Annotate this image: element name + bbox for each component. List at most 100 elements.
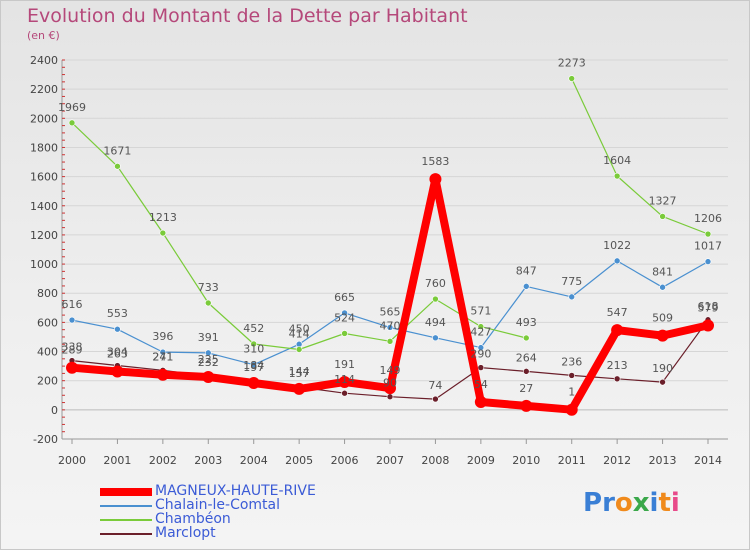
chart-subtitle: (en €) bbox=[27, 29, 60, 42]
data-label: 1671 bbox=[103, 144, 131, 157]
legend-swatch bbox=[100, 533, 152, 535]
data-point bbox=[477, 364, 485, 371]
brand-letter: P bbox=[583, 488, 603, 518]
data-point bbox=[250, 361, 258, 368]
data-point bbox=[204, 299, 212, 307]
data-label: 74 bbox=[428, 379, 442, 392]
x-tick-label: 2000 bbox=[58, 454, 86, 467]
y-tick-label: 2000 bbox=[30, 112, 58, 125]
brand-letter: x bbox=[632, 488, 650, 518]
data-label: 304 bbox=[107, 346, 128, 359]
data-point bbox=[432, 395, 439, 403]
data-label: 847 bbox=[516, 264, 537, 277]
data-label: 553 bbox=[107, 307, 128, 320]
data-label: 114 bbox=[334, 373, 355, 386]
data-point bbox=[704, 258, 712, 265]
x-tick-label: 2013 bbox=[649, 454, 677, 467]
data-point bbox=[522, 368, 530, 375]
x-tick-label: 2007 bbox=[376, 454, 404, 467]
data-label: 290 bbox=[470, 348, 491, 361]
legend-swatch bbox=[100, 505, 152, 507]
data-label: 236 bbox=[561, 355, 582, 368]
data-label: 470 bbox=[380, 319, 401, 332]
brand-letter: r bbox=[602, 488, 615, 518]
data-point bbox=[384, 382, 396, 395]
data-point bbox=[613, 375, 621, 383]
x-tick-label: 2010 bbox=[512, 454, 540, 467]
brand-letter: i bbox=[670, 488, 680, 518]
legend-swatch bbox=[100, 488, 152, 496]
data-label: 213 bbox=[607, 359, 628, 372]
data-point bbox=[341, 330, 348, 337]
y-tick-label: 1600 bbox=[30, 171, 58, 184]
data-label: 263 bbox=[107, 348, 128, 361]
data-point bbox=[202, 371, 215, 384]
x-tick-label: 2002 bbox=[149, 454, 177, 467]
data-label: 2273 bbox=[558, 57, 586, 70]
x-tick-label: 2005 bbox=[285, 454, 313, 467]
data-point bbox=[156, 368, 169, 381]
data-point bbox=[68, 316, 76, 324]
data-label: 618 bbox=[698, 300, 719, 313]
data-point bbox=[111, 365, 124, 378]
data-label: 775 bbox=[561, 275, 582, 288]
data-label: 144 bbox=[289, 365, 310, 378]
data-label: 760 bbox=[425, 277, 446, 290]
x-tick-label: 2008 bbox=[421, 454, 449, 467]
y-tick-label: 2400 bbox=[30, 54, 58, 67]
data-label: 427 bbox=[470, 326, 491, 339]
data-label: 1017 bbox=[694, 240, 722, 253]
x-tick-label: 2011 bbox=[558, 454, 586, 467]
data-label: 1206 bbox=[694, 212, 722, 225]
data-label: 524 bbox=[334, 311, 355, 324]
data-point bbox=[522, 283, 530, 290]
data-label: 493 bbox=[516, 316, 537, 329]
data-point bbox=[568, 293, 576, 301]
data-label: 1213 bbox=[149, 211, 177, 224]
legend-label: Marclopt bbox=[155, 525, 216, 541]
data-point bbox=[565, 403, 578, 416]
data-point bbox=[522, 334, 530, 342]
legend-label: MAGNEUX-HAUTE-RIVE bbox=[155, 483, 316, 499]
x-tick-label: 2001 bbox=[103, 454, 131, 467]
brand-letter: i bbox=[649, 488, 659, 518]
data-point bbox=[477, 323, 485, 330]
data-label: 414 bbox=[289, 327, 310, 340]
data-label: 184 bbox=[243, 359, 264, 372]
data-label: 190 bbox=[652, 362, 673, 375]
data-label: 733 bbox=[198, 281, 219, 294]
data-label: 241 bbox=[152, 351, 173, 364]
data-label: 494 bbox=[425, 316, 446, 329]
data-label: 264 bbox=[516, 351, 537, 364]
y-tick-label: 0 bbox=[51, 404, 58, 417]
data-label: 271 bbox=[152, 350, 173, 363]
data-label: 391 bbox=[198, 331, 219, 344]
data-point bbox=[68, 119, 76, 127]
data-point bbox=[66, 361, 78, 374]
data-point bbox=[386, 324, 394, 331]
data-label: 1 bbox=[568, 386, 575, 399]
data-label: 450 bbox=[289, 322, 310, 335]
data-point bbox=[656, 329, 669, 342]
data-point bbox=[474, 395, 487, 408]
data-label: 1327 bbox=[649, 194, 677, 207]
data-label: 157 bbox=[289, 367, 310, 380]
data-point bbox=[295, 346, 303, 353]
data-point bbox=[704, 230, 712, 238]
data-label: 665 bbox=[334, 291, 355, 304]
y-tick-label: 1400 bbox=[30, 200, 58, 213]
data-point bbox=[659, 283, 666, 291]
data-point bbox=[613, 257, 621, 265]
data-point bbox=[159, 348, 167, 356]
y-tick-label: 1800 bbox=[30, 141, 58, 154]
legend-label: Chambéon bbox=[155, 511, 231, 527]
chart-title: Evolution du Montant de la Dette par Hab… bbox=[27, 5, 468, 27]
data-point bbox=[293, 382, 306, 395]
x-tick-label: 2014 bbox=[694, 454, 722, 467]
data-point bbox=[520, 399, 533, 412]
x-tick-label: 2012 bbox=[603, 454, 631, 467]
data-point bbox=[247, 377, 260, 390]
data-label: 1604 bbox=[603, 154, 631, 167]
data-point bbox=[568, 75, 576, 82]
